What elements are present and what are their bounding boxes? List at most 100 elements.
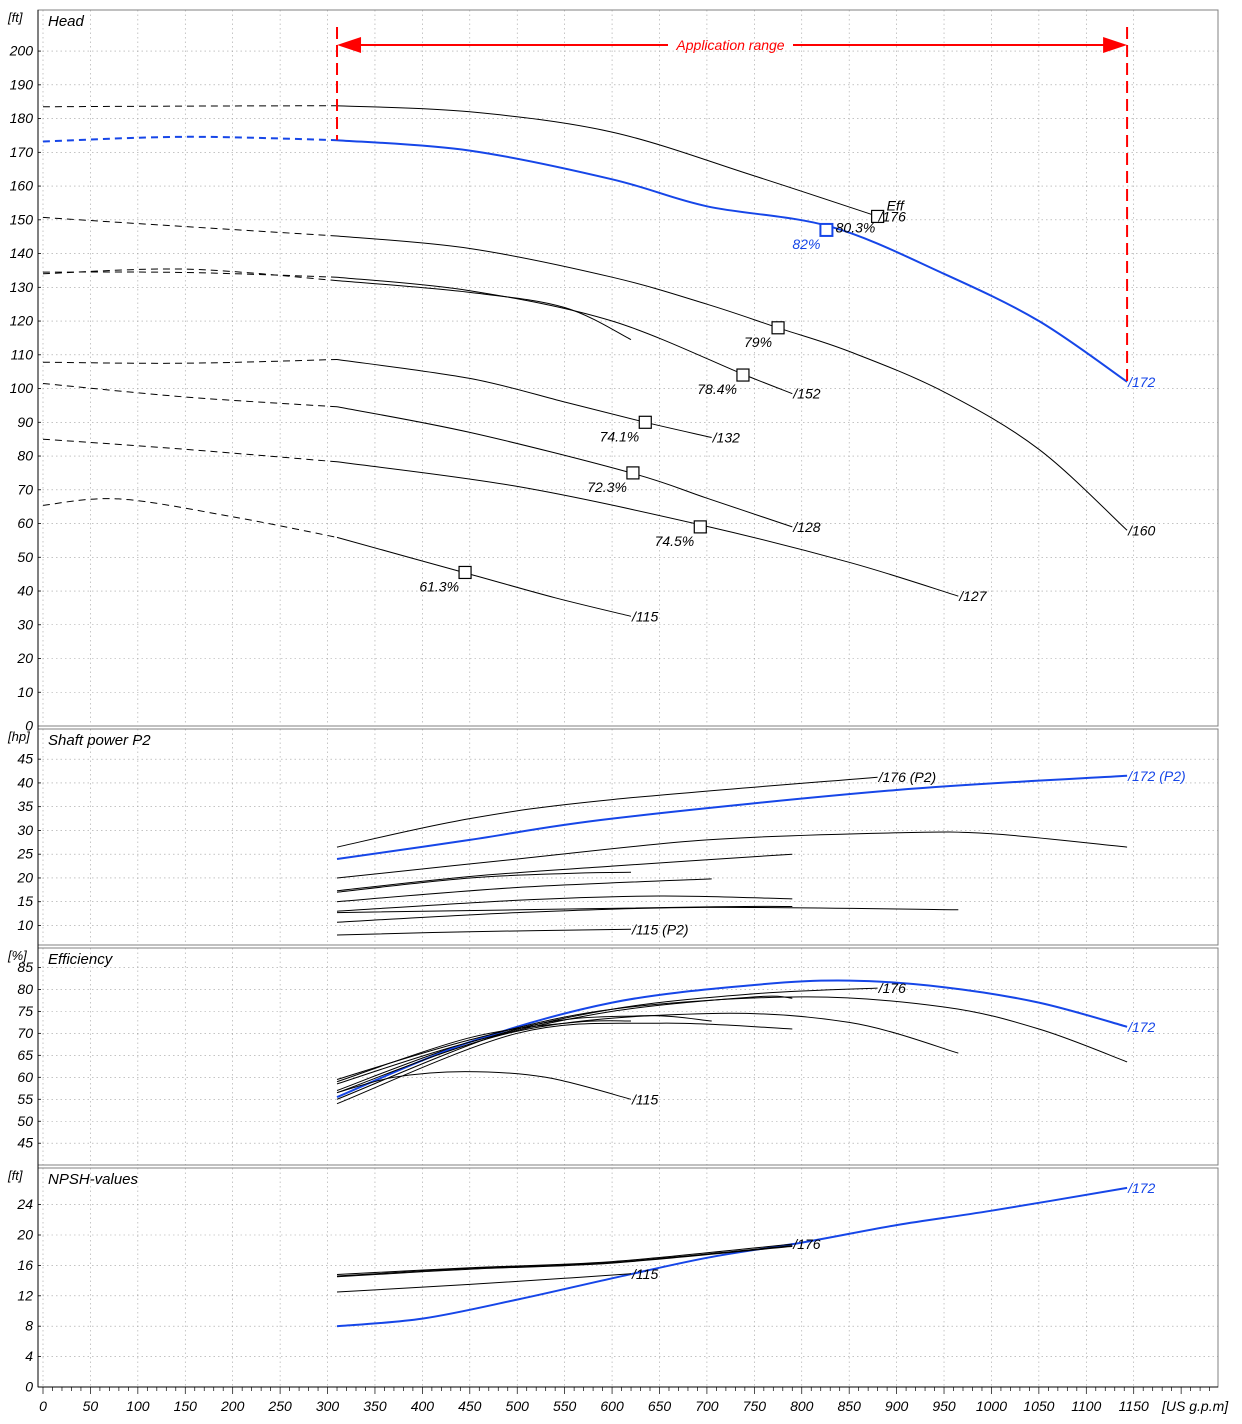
curve-series <box>336 1243 793 1275</box>
efficiency-label: 72.3% <box>587 479 627 495</box>
curve-series <box>336 1186 1128 1328</box>
x-tick-label: 850 <box>838 1398 862 1414</box>
range-arrow-head-right <box>1103 37 1128 53</box>
panel-title: NPSH-values <box>48 1171 139 1188</box>
y-tick-label: 60 <box>17 515 33 531</box>
x-tick-label: 250 <box>267 1398 292 1414</box>
panel-frame <box>37 9 1219 727</box>
curve-extrapolated <box>42 135 338 143</box>
curve-series <box>336 105 878 217</box>
curve-series <box>336 536 632 617</box>
curve-series <box>336 871 632 893</box>
series-label: /176 (P2) <box>878 769 937 785</box>
curve-series <box>336 406 793 528</box>
curve-extrapolated <box>42 271 338 278</box>
y-tick-label: 0 <box>25 718 33 734</box>
y-tick-label: 16 <box>17 1257 33 1273</box>
y-tick-label: 45 <box>17 751 33 767</box>
curve-series <box>336 906 959 923</box>
curve-extrapolated <box>42 105 338 108</box>
x-tick-label: 750 <box>743 1398 767 1414</box>
curve-series <box>336 895 793 912</box>
x-tick-label: 1100 <box>1071 1398 1101 1414</box>
curve-series <box>336 774 1128 860</box>
series-label: /115 (P2) <box>631 921 689 937</box>
y-tick-label: 60 <box>17 1069 33 1085</box>
y-tick-label: 45 <box>17 1135 33 1151</box>
y-tick-label: 50 <box>17 549 33 565</box>
y-tick-label: 10 <box>17 917 33 933</box>
curve-series <box>336 878 712 903</box>
curve-series <box>336 1015 712 1100</box>
y-tick-label: 4 <box>25 1348 33 1364</box>
panel-frame <box>37 1167 1219 1388</box>
series-label: /172 <box>1127 1019 1155 1035</box>
x-tick-label: 450 <box>458 1398 482 1414</box>
efficiency-label: 61.3% <box>419 578 459 594</box>
application-range <box>336 27 1129 382</box>
y-tick-label: 35 <box>17 798 33 814</box>
curve-series <box>336 280 632 341</box>
y-tick-label: 200 <box>9 43 34 59</box>
y-tick-label: 110 <box>11 346 34 362</box>
y-tick-label: 70 <box>17 481 33 497</box>
curve-extrapolated <box>42 438 338 463</box>
curve-series <box>336 831 1128 879</box>
series-label: /176 <box>878 980 906 996</box>
y-tick-label: 40 <box>17 583 33 599</box>
x-tick-label: 150 <box>174 1398 198 1414</box>
x-tick-label: 500 <box>506 1398 530 1414</box>
y-tick-label: 75 <box>17 1003 33 1019</box>
curve-series <box>336 979 1128 1099</box>
curve-series <box>336 1071 632 1100</box>
series-label: /176 <box>878 208 906 224</box>
y-tick-label: 170 <box>10 144 34 160</box>
curve-extrapolated <box>42 268 338 282</box>
curve-series <box>336 1020 632 1083</box>
x-tick-label: 900 <box>885 1398 909 1414</box>
panel-frame <box>37 728 1219 946</box>
y-tick-label: 85 <box>17 959 33 975</box>
series-label: /172 <box>1127 1180 1155 1196</box>
bep-marker <box>638 415 652 429</box>
series-label: /128 <box>792 519 820 535</box>
bep-marker <box>693 520 707 534</box>
x-tick-label: 800 <box>790 1398 814 1414</box>
curve-series <box>336 995 793 1085</box>
y-tick-label: 15 <box>17 893 33 909</box>
y-tick-label: 150 <box>10 211 34 227</box>
y-tick-label: 55 <box>17 1091 33 1107</box>
x-tick-label: 550 <box>553 1398 577 1414</box>
y-tick-label: 30 <box>17 822 33 838</box>
curve-extrapolated <box>42 383 338 408</box>
curve-extrapolated <box>42 359 338 364</box>
x-tick-label: 350 <box>363 1398 387 1414</box>
curve-series <box>336 776 878 848</box>
y-unit-label: [%] <box>7 948 27 963</box>
bep-marker <box>626 466 640 480</box>
bep-marker <box>771 321 785 335</box>
x-tick-label: 400 <box>411 1398 435 1414</box>
y-unit-label: [hp] <box>7 729 30 744</box>
y-tick-label: 20 <box>16 650 33 666</box>
curve-series <box>336 1245 793 1278</box>
y-tick-label: 90 <box>17 414 33 430</box>
grid-layer <box>38 10 1218 1388</box>
x-unit-label: [US g.p.m] <box>1161 1398 1229 1414</box>
panel-title: Efficiency <box>48 951 114 968</box>
series-label: /160 <box>1127 522 1155 538</box>
x-tick-label: 50 <box>83 1398 99 1414</box>
curve-series <box>336 905 793 914</box>
x-tick-label: 1000 <box>976 1398 1007 1414</box>
efficiency-label: 79% <box>744 334 772 350</box>
y-tick-label: 20 <box>16 1227 33 1243</box>
series-label: /115 <box>631 608 658 624</box>
x-tick-label: 1150 <box>1119 1398 1149 1414</box>
panel-title: Head <box>48 13 85 30</box>
x-tick-label: 300 <box>316 1398 340 1414</box>
curve-series <box>336 139 1128 383</box>
efficiency-label: 74.5% <box>655 533 695 549</box>
y-tick-label: 70 <box>17 1025 33 1041</box>
